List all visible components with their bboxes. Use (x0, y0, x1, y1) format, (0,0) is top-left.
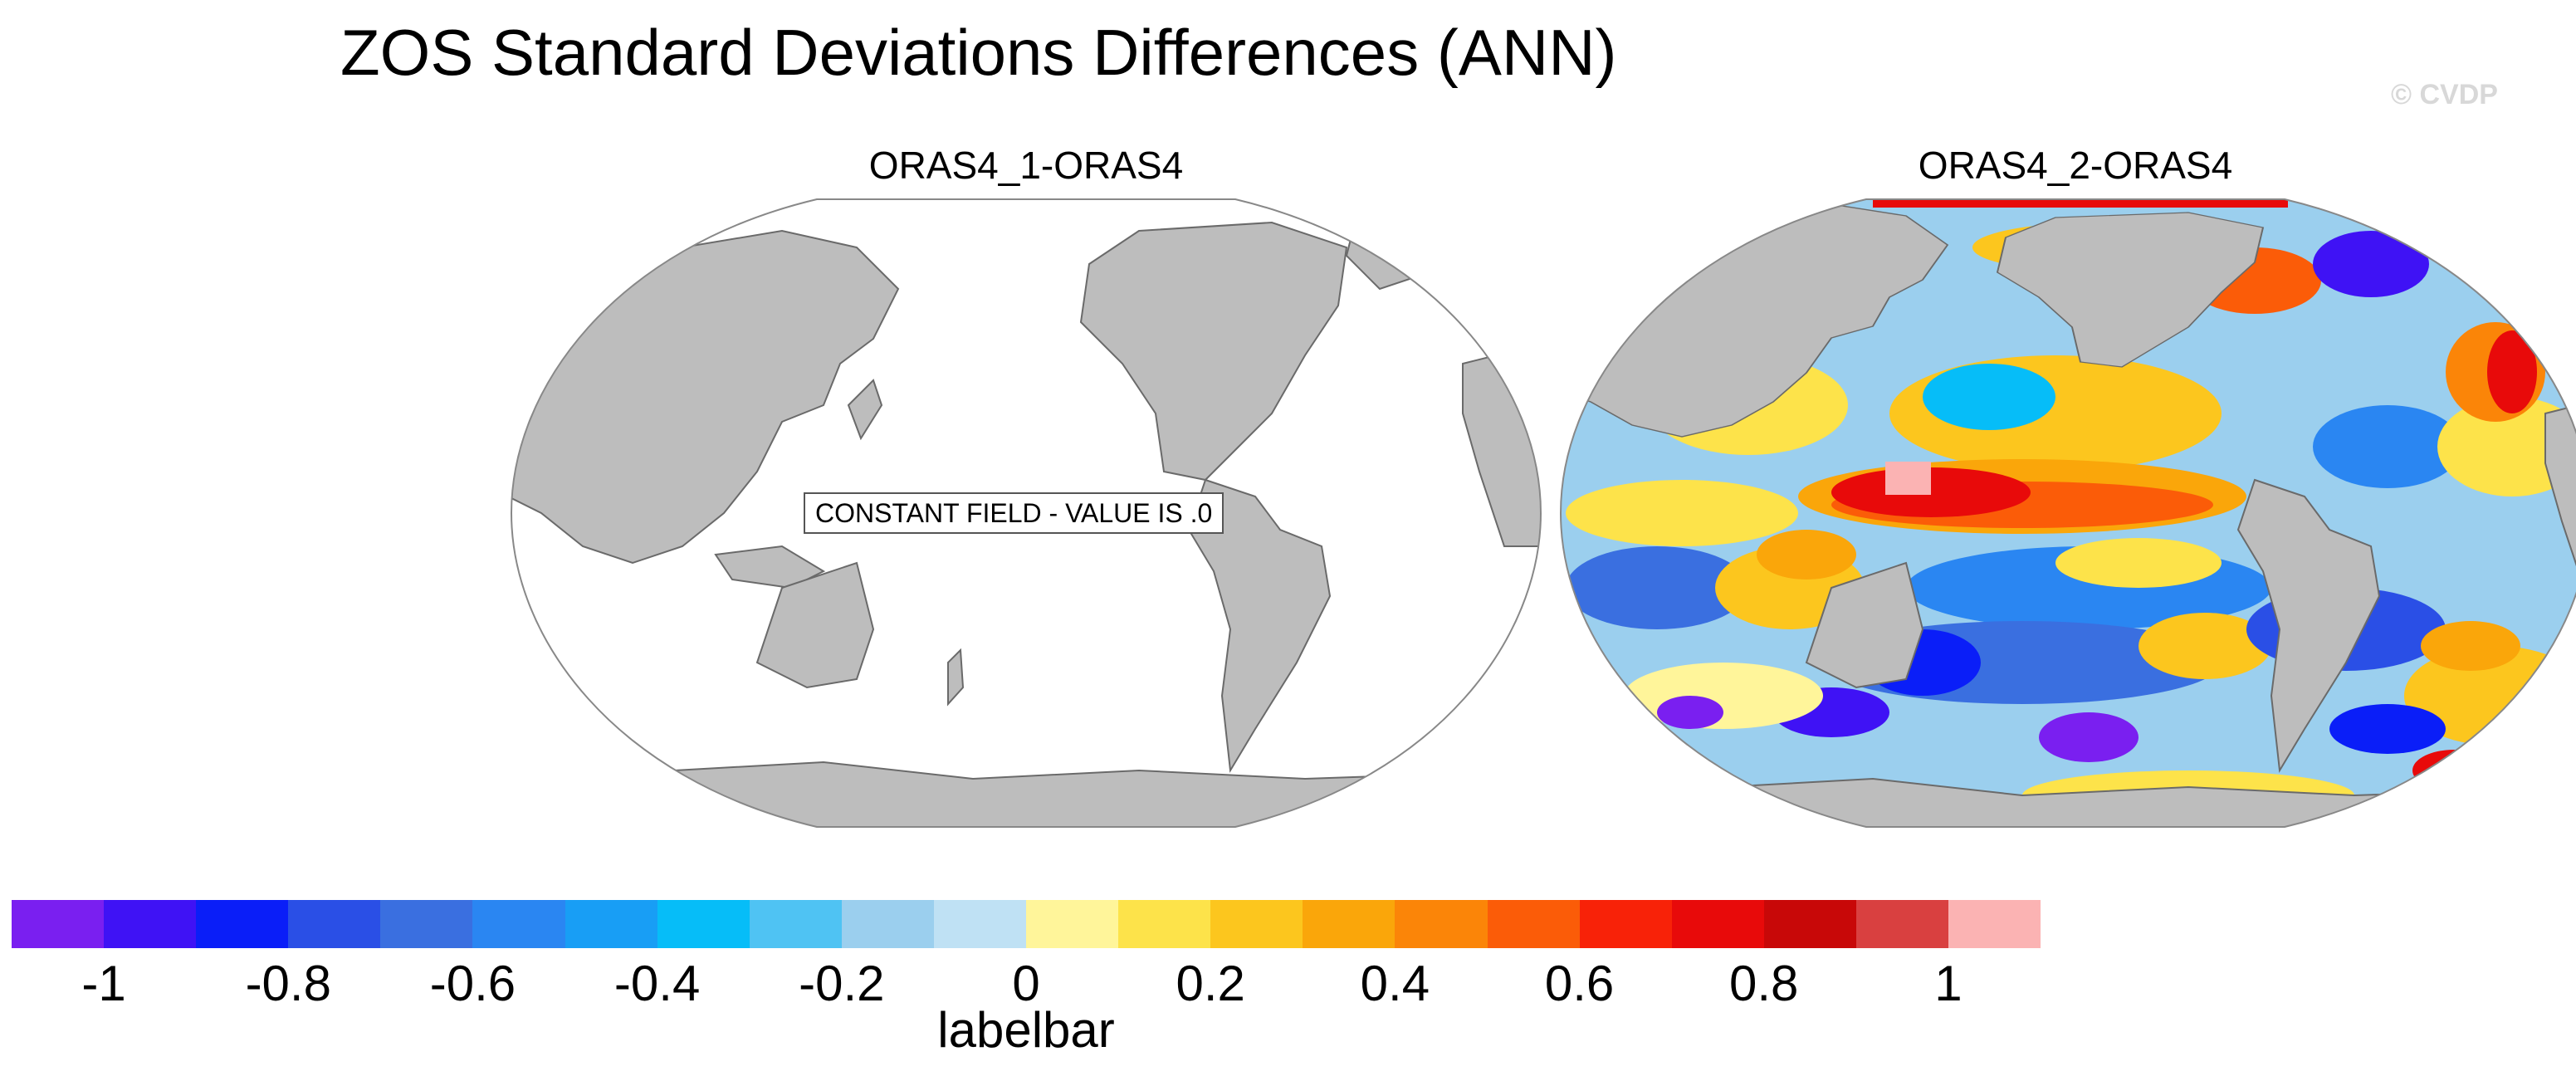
colorbar-swatch (657, 900, 750, 948)
colorbar-tick-label: 0.4 (1360, 956, 1430, 1011)
figure-title: ZOS Standard Deviations Differences (ANN… (340, 16, 1617, 89)
colorbar-swatch (196, 900, 289, 948)
colorbar-tick-label: -0.8 (245, 956, 331, 1011)
colorbar-swatch (1579, 900, 1672, 948)
map-left (510, 198, 1542, 828)
colorbar-tick-label: 0.2 (1176, 956, 1245, 1011)
colorbar-tick-label: 0 (1012, 956, 1040, 1011)
constant-field-notice: CONSTANT FIELD - VALUE IS .0 (804, 492, 1224, 534)
watermark: © CVDP (2391, 79, 2498, 110)
colorbar-swatch (288, 900, 381, 948)
colorbar-swatch (1671, 900, 1764, 948)
colorbar-swatch (1303, 900, 1396, 948)
colorbar-tick-label: -0.6 (429, 956, 516, 1011)
colorbar-tick-label: -0.4 (613, 956, 701, 1011)
colorbar-swatch (749, 900, 842, 948)
colorbar-swatch (1210, 900, 1303, 948)
map-left-border (510, 198, 1542, 828)
colorbar-tick-label: -1 (81, 956, 126, 1011)
colorbar-swatch (1395, 900, 1488, 948)
colorbar-tick-label: 0.8 (1729, 956, 1799, 1011)
colorbar-swatch (1026, 900, 1119, 948)
colorbar-swatch (1118, 900, 1211, 948)
colorbar-swatch (1763, 900, 1856, 948)
colorbar-tick-label: -0.2 (799, 956, 885, 1011)
map-right-layers (1561, 199, 2576, 827)
colorbar-swatch (841, 900, 934, 948)
colorbar-tick-label: 1 (1934, 956, 1963, 1011)
colorbar-tick-label: 0.6 (1544, 956, 1615, 1011)
map-right-border (1559, 198, 2576, 828)
colorbar-swatch (1487, 900, 1580, 948)
panel-left-title: ORAS4_1-ORAS4 (868, 144, 1184, 187)
colorbar-swatch (1948, 900, 2041, 948)
colorbar-swatch (472, 900, 565, 948)
colorbar-swatch (933, 900, 1027, 948)
colorbar-swatch (380, 900, 473, 948)
map-right (1559, 198, 2576, 828)
panel-right-title: ORAS4_2-ORAS4 (1918, 144, 2233, 187)
colorbar-swatch (1855, 900, 1948, 948)
colorbar-swatch (565, 900, 657, 948)
colorbar (12, 900, 2041, 948)
colorbar-swatch (104, 900, 197, 948)
colorbar-swatch (12, 900, 105, 948)
colorbar-label: labelbar (937, 1002, 1115, 1058)
